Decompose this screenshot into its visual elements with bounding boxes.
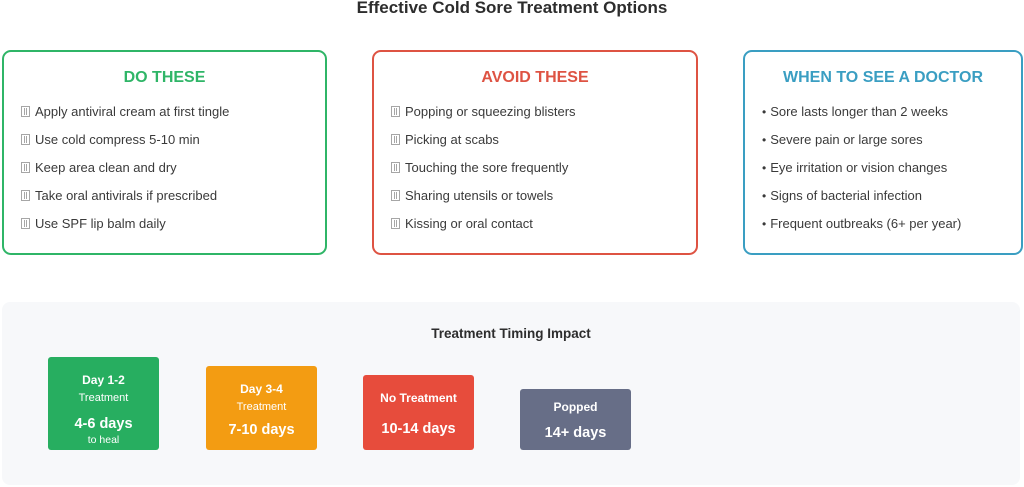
list-item: Kissing or oral contact <box>391 216 576 244</box>
stage-label: Day 3-4 <box>240 382 283 396</box>
see-doctor-card: WHEN TO SEE A DOCTOR • Sore lasts longer … <box>743 50 1023 255</box>
do-these-card: DO THESE Apply antiviral cream at first … <box>2 50 327 255</box>
list-item: • Severe pain or large sores <box>762 132 961 160</box>
cross-icon <box>391 190 400 201</box>
list-item: Apply antiviral cream at first tingle <box>21 104 229 132</box>
list-item: Popping or squeezing blisters <box>391 104 576 132</box>
list-item: • Eye irritation or vision changes <box>762 160 961 188</box>
item-text: Sore lasts longer than 2 weeks <box>770 104 948 119</box>
item-text: Frequent outbreaks (6+ per year) <box>770 216 962 231</box>
list-item: Sharing utensils or towels <box>391 188 576 216</box>
bullet-icon: • <box>762 161 767 175</box>
item-text: Take oral antivirals if prescribed <box>35 188 218 203</box>
item-text: Kissing or oral contact <box>405 216 533 231</box>
check-icon <box>21 134 30 145</box>
avoid-list: Popping or squeezing blisters Picking at… <box>391 104 576 244</box>
check-icon <box>21 218 30 229</box>
check-icon <box>21 162 30 173</box>
treatment-timing-panel: Treatment Timing Impact Day 1-2 Treatmen… <box>2 302 1020 485</box>
cross-icon <box>391 134 400 145</box>
list-item: • Signs of bacterial infection <box>762 188 961 216</box>
stage-days: 4-6 days <box>74 416 133 432</box>
bullet-icon: • <box>762 189 767 203</box>
bullet-icon: • <box>762 217 767 231</box>
list-item: Use cold compress 5-10 min <box>21 132 229 160</box>
card-title: AVOID THESE <box>481 69 589 86</box>
item-text: Touching the sore frequently <box>405 160 569 175</box>
item-text: Signs of bacterial infection <box>770 188 922 203</box>
item-text: Popping or squeezing blisters <box>405 104 576 119</box>
cross-icon <box>391 218 400 229</box>
bullet-icon: • <box>762 133 767 147</box>
list-item: Use SPF lip balm daily <box>21 216 229 244</box>
list-item: • Frequent outbreaks (6+ per year) <box>762 216 961 244</box>
card-title: DO THESE <box>123 69 206 86</box>
item-text: Severe pain or large sores <box>770 132 923 147</box>
doctor-list: • Sore lasts longer than 2 weeks • Severe … <box>762 104 961 244</box>
item-text: Picking at scabs <box>405 132 499 147</box>
item-text: Apply antiviral cream at first tingle <box>35 104 230 119</box>
list-item: Touching the sore frequently <box>391 160 576 188</box>
do-list: Apply antiviral cream at first tingle Us… <box>21 104 229 244</box>
cross-icon <box>391 106 400 117</box>
stage-popped: Popped 14+ days <box>520 389 631 450</box>
stage-label: Day 1-2 <box>82 373 125 387</box>
item-text: Keep area clean and dry <box>35 160 177 175</box>
list-item: • Sore lasts longer than 2 weeks <box>762 104 961 132</box>
stage-sub: Treatment <box>78 392 129 404</box>
stage-days: 7-10 days <box>228 422 295 438</box>
card-title: WHEN TO SEE A DOCTOR <box>782 69 983 86</box>
item-text: Use SPF lip balm daily <box>35 216 166 231</box>
cross-icon <box>391 162 400 173</box>
list-item: Keep area clean and dry <box>21 160 229 188</box>
item-text: Eye irritation or vision changes <box>770 160 948 175</box>
stage-no-treatment: No Treatment 10-14 days <box>363 375 474 450</box>
stage-label: Popped <box>553 400 598 414</box>
avoid-these-card: AVOID THESE Popping or squeezing blister… <box>372 50 698 255</box>
stage-days: 14+ days <box>544 425 607 441</box>
bullet-icon: • <box>762 105 767 119</box>
stage-day-1-2: Day 1-2 Treatment 4-6 days to heal <box>48 357 159 450</box>
page-title: Effective Cold Sore Treatment Options <box>356 0 668 17</box>
item-text: Use cold compress 5-10 min <box>35 132 200 147</box>
stage-note: to heal <box>87 434 120 446</box>
check-icon <box>21 190 30 201</box>
stage-sub: Treatment <box>236 401 287 413</box>
item-text: Sharing utensils or towels <box>405 188 554 203</box>
list-item: Take oral antivirals if prescribed <box>21 188 229 216</box>
stage-day-3-4: Day 3-4 Treatment 7-10 days <box>206 366 317 450</box>
stage-label: No Treatment <box>380 391 457 405</box>
list-item: Picking at scabs <box>391 132 576 160</box>
timing-title: Treatment Timing Impact <box>431 326 591 341</box>
check-icon <box>21 106 30 117</box>
stage-days: 10-14 days <box>381 421 456 437</box>
